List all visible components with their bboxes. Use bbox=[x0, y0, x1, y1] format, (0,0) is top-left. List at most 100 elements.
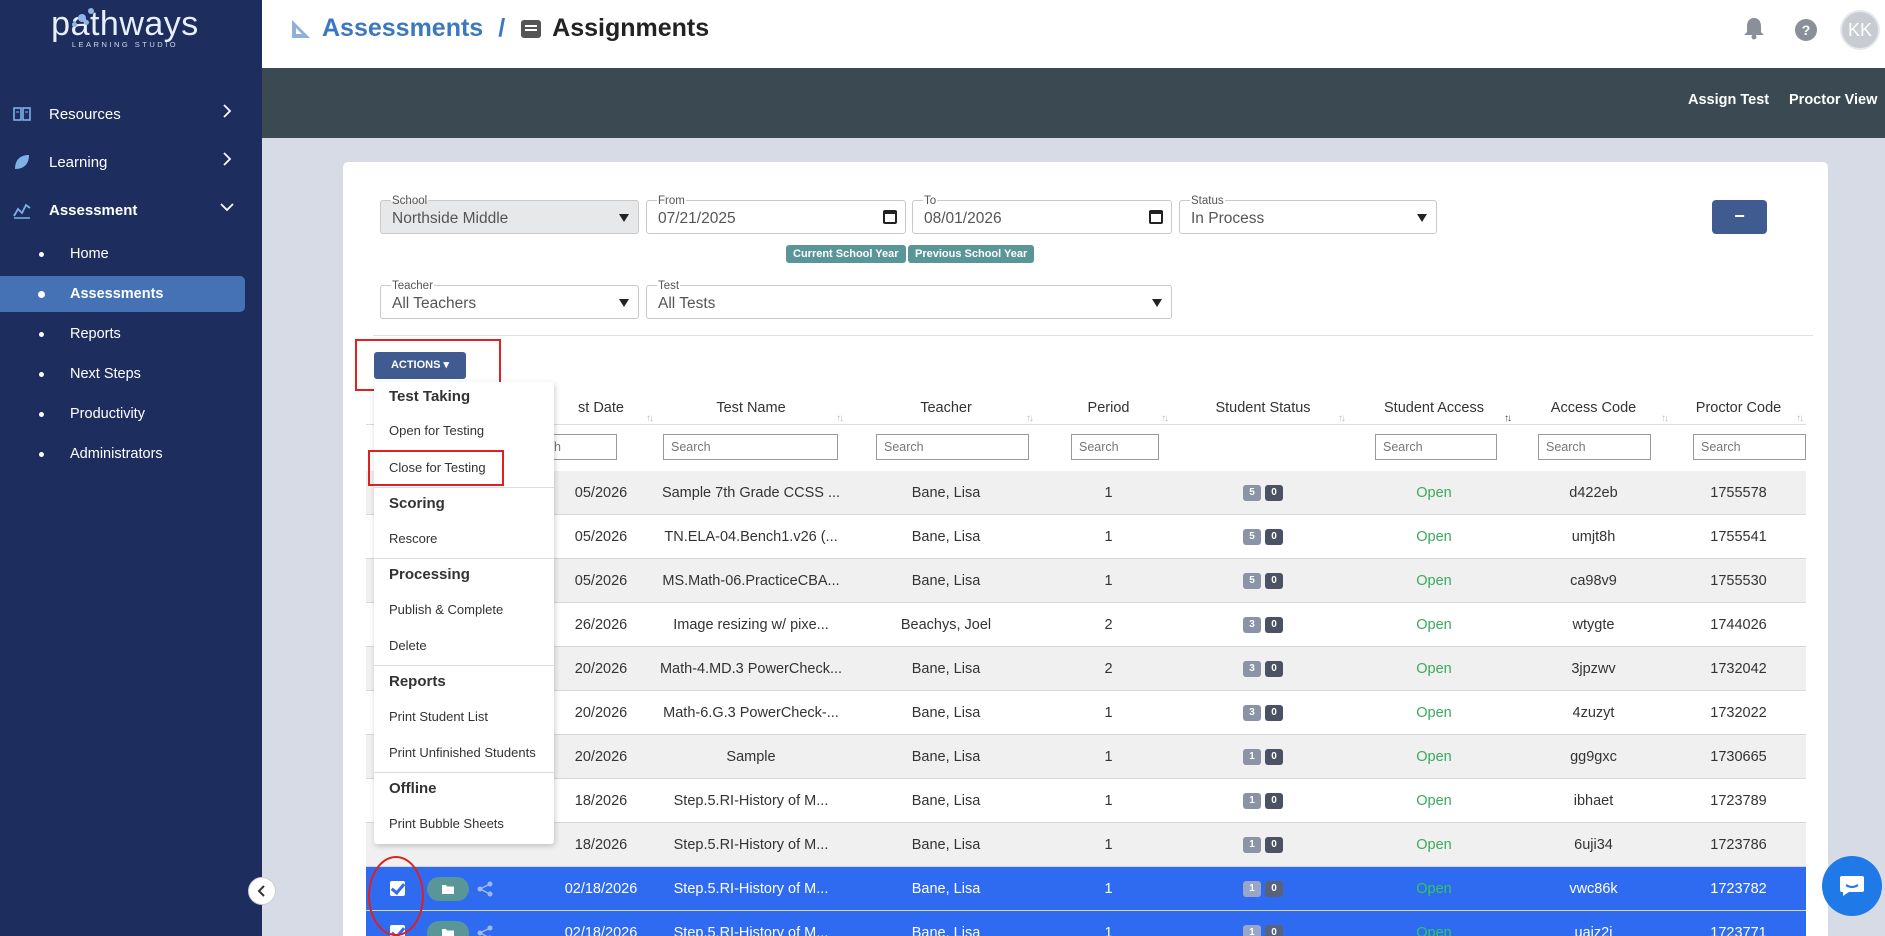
field-label: Teacher bbox=[391, 279, 434, 293]
column-label: Proctor Code bbox=[1695, 400, 1782, 416]
search-input-test-name[interactable]: Search bbox=[663, 434, 838, 460]
folder-button[interactable] bbox=[427, 921, 469, 936]
sidebar-item-reports[interactable]: Reports bbox=[0, 316, 262, 352]
cell-period: 1 bbox=[1104, 837, 1113, 853]
sort-desc-icon: ↑↓ bbox=[1504, 413, 1512, 424]
menu-heading-scoring: Scoring bbox=[389, 495, 445, 512]
cell-proctor-code: 1732022 bbox=[1710, 705, 1767, 721]
test-select[interactable]: Test All Tests bbox=[646, 279, 1172, 319]
table-row[interactable]: 18/2026 Step.5.RI-History of M... Bane, Li… bbox=[366, 823, 1806, 867]
table-row[interactable]: 20/2026 Math-4.MD.3 PowerCheck... Bane, Li… bbox=[366, 647, 1806, 691]
menu-item-rescore[interactable]: Rescore bbox=[389, 531, 438, 546]
sidebar-item-home[interactable]: Home bbox=[0, 236, 262, 272]
search-input-test-date[interactable]: h bbox=[546, 434, 617, 460]
column-student-access[interactable]: Student Access ↑↓ bbox=[1354, 391, 1514, 425]
cell-student-access: Open bbox=[1416, 573, 1452, 589]
table-row[interactable]: 20/2026 Sample Bane, Lisa 1 1 0 Open gg9gxc 1730… bbox=[366, 735, 1806, 779]
status-badge-count: 1 bbox=[1243, 793, 1261, 810]
column-student-status[interactable]: Student Status ↑↓ bbox=[1178, 391, 1348, 425]
to-date-field[interactable]: To 08/01/2026 bbox=[912, 194, 1172, 234]
cell-access-code: gg9gxc bbox=[1570, 749, 1617, 765]
search-input-student-access[interactable]: Search bbox=[1375, 434, 1497, 460]
status-badge-complete: 0 bbox=[1265, 705, 1283, 722]
breadcrumb: Assessments / Assignments bbox=[290, 14, 709, 43]
search-input-proctor-code[interactable]: Search bbox=[1693, 434, 1806, 460]
menu-item-print-bubble-sheets[interactable]: Print Bubble Sheets bbox=[389, 816, 504, 831]
column-label: Test Name bbox=[716, 400, 786, 416]
status-badge-complete: 0 bbox=[1265, 529, 1283, 546]
assign-test-link[interactable]: Assign Test bbox=[1688, 92, 1770, 108]
teacher-select[interactable]: Teacher All Teachers bbox=[380, 279, 639, 319]
school-select[interactable]: School Northside Middle bbox=[380, 194, 639, 234]
menu-item-open-for-testing[interactable]: Open for Testing bbox=[389, 423, 485, 438]
column-proctor-code[interactable]: Proctor Code ↑↓ bbox=[1671, 391, 1806, 425]
share-icon[interactable] bbox=[477, 925, 493, 936]
table-row[interactable]: 20/2026 Math-6.G.3 PowerCheck-... Bane, Li… bbox=[366, 691, 1806, 735]
chat-button[interactable] bbox=[1822, 856, 1882, 916]
table-row[interactable]: 26/2026 Image resizing w/ pixe... Beachys,… bbox=[366, 603, 1806, 647]
share-icon[interactable] bbox=[477, 881, 493, 897]
previous-school-year-button[interactable]: Previous School Year bbox=[908, 245, 1035, 263]
sidebar-item-assessment[interactable]: Assessment bbox=[0, 186, 262, 234]
cell-test-date: 20/2026 bbox=[574, 661, 628, 677]
cell-period: 2 bbox=[1104, 617, 1113, 633]
table-row[interactable]: 05/2026 TN.ELA-04.Bench1.v26 (... Bane, Li… bbox=[366, 515, 1806, 559]
search-input-access-code[interactable]: Search bbox=[1538, 434, 1651, 460]
cell-teacher: Bane, Lisa bbox=[911, 485, 981, 501]
cell-test-name: Image resizing w/ pixe... bbox=[673, 617, 829, 633]
cell-access-code: wtygte bbox=[1572, 617, 1615, 633]
status-select[interactable]: Status In Process bbox=[1179, 194, 1437, 234]
help-icon[interactable]: ? bbox=[1795, 19, 1817, 41]
proctor-view-link[interactable]: Proctor View bbox=[1789, 92, 1878, 108]
field-value: All Tests bbox=[658, 295, 716, 312]
assignments-card: School Northside Middle From 07/21/2025 … bbox=[343, 162, 1828, 936]
table-row[interactable]: 05/2026 MS.Math-06.PracticeCBA... Bane, Li… bbox=[366, 559, 1806, 603]
table-row[interactable]: 18/2026 Step.5.RI-History of M... Bane, Li… bbox=[366, 779, 1806, 823]
menu-item-close-for-testing[interactable]: Close for Testing bbox=[389, 460, 486, 475]
cell-period: 1 bbox=[1104, 793, 1113, 809]
avatar[interactable]: KK bbox=[1840, 10, 1880, 50]
cell-proctor-code: 1755578 bbox=[1710, 485, 1767, 501]
sidebar-item-next-steps[interactable]: Next Steps bbox=[0, 356, 262, 392]
calendar-icon[interactable] bbox=[883, 210, 897, 224]
collapse-filters-button[interactable]: − bbox=[1712, 200, 1767, 234]
column-label: Student Access bbox=[1384, 400, 1484, 416]
search-input-period[interactable]: Search bbox=[1071, 434, 1159, 460]
column-test-date[interactable]: st Date ↑↓ bbox=[546, 391, 656, 425]
folder-icon bbox=[442, 885, 454, 894]
menu-item-publish-complete[interactable]: Publish & Complete bbox=[389, 602, 504, 617]
sidebar-item-administrators[interactable]: Administrators bbox=[0, 436, 262, 472]
sidebar-item-resources[interactable]: Resources bbox=[0, 90, 262, 138]
breadcrumb-assessments-link[interactable]: Assessments bbox=[322, 14, 484, 42]
pathways-logo[interactable]: pathways LEARNING STUDIO bbox=[50, 6, 200, 56]
book-icon bbox=[13, 107, 31, 121]
collapse-sidebar-button[interactable] bbox=[248, 877, 276, 905]
menu-item-print-student-list[interactable]: Print Student List bbox=[389, 709, 488, 724]
column-period[interactable]: Period ↑↓ bbox=[1046, 391, 1171, 425]
search-input-teacher[interactable]: Search bbox=[876, 434, 1029, 460]
folder-button[interactable] bbox=[427, 877, 469, 901]
bell-icon[interactable] bbox=[1743, 16, 1765, 40]
from-date-field[interactable]: From 07/21/2025 bbox=[646, 194, 906, 234]
sidebar-item-productivity[interactable]: Productivity bbox=[0, 396, 262, 432]
calendar-icon[interactable] bbox=[1149, 210, 1163, 224]
column-access-code[interactable]: Access Code ↑↓ bbox=[1516, 391, 1671, 425]
cell-period: 1 bbox=[1104, 529, 1113, 545]
menu-item-print-unfinished-students[interactable]: Print Unfinished Students bbox=[389, 745, 536, 760]
current-school-year-button[interactable]: Current School Year bbox=[786, 245, 906, 263]
table-row[interactable]: 02/18/2026 Step.5.RI-History of M... Bane,… bbox=[366, 911, 1806, 936]
menu-item-delete[interactable]: Delete bbox=[389, 638, 427, 653]
column-test-name[interactable]: Test Name ↑↓ bbox=[656, 391, 846, 425]
table-row[interactable]: 02/18/2026 Step.5.RI-History of M... Bane,… bbox=[366, 867, 1806, 911]
caret-down-icon bbox=[1152, 299, 1162, 307]
actions-button[interactable]: ACTIONS ▾ bbox=[374, 352, 466, 379]
status-badge-count: 1 bbox=[1243, 749, 1261, 766]
sidebar-item-assessments[interactable]: Assessments bbox=[0, 276, 245, 312]
chevron-down-icon bbox=[220, 203, 234, 212]
column-teacher[interactable]: Teacher ↑↓ bbox=[856, 391, 1036, 425]
bullet-icon bbox=[39, 412, 44, 417]
cell-teacher: Bane, Lisa bbox=[911, 661, 981, 677]
table-row[interactable]: 05/2026 Sample 7th Grade CCSS ... Bane, Li… bbox=[366, 471, 1806, 515]
sidebar-item-learning[interactable]: Learning bbox=[0, 138, 262, 186]
